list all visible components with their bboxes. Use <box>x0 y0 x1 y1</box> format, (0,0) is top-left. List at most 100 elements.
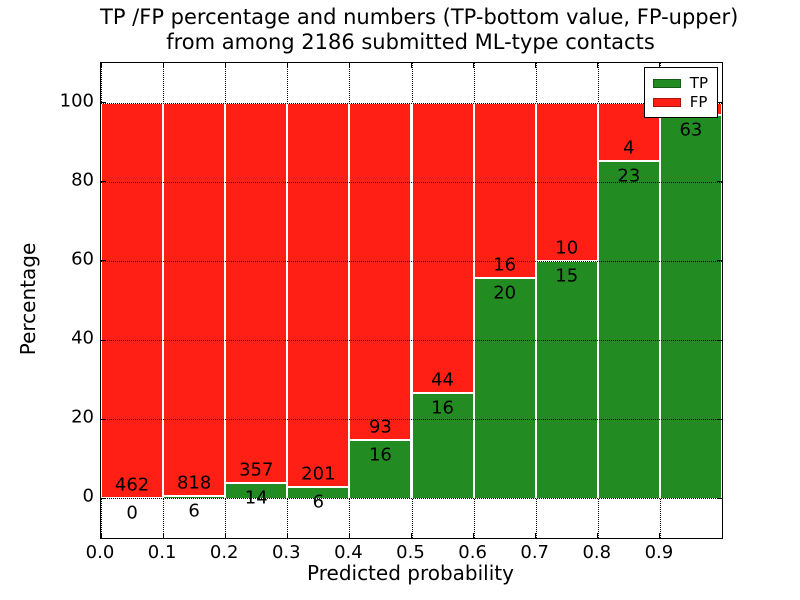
x-tick-label: 0.2 <box>209 542 239 563</box>
x-tick-label: 0.1 <box>147 542 177 563</box>
x-axis-tick <box>597 63 599 68</box>
y-axis-tick <box>101 181 106 183</box>
bar-segment-fp <box>163 102 226 496</box>
y-axis-label: Percentage <box>16 242 40 356</box>
x-axis-tick <box>473 63 475 68</box>
y-tick-label: 80 <box>71 169 94 191</box>
y-tick-label: 20 <box>71 406 94 428</box>
tp-count-label: 23 <box>617 165 641 187</box>
y-tick-label: 40 <box>71 327 94 349</box>
y-axis-tick <box>101 497 106 499</box>
tp-count-label: 16 <box>431 397 454 419</box>
x-axis-tick <box>286 533 288 538</box>
legend-entry: TP <box>652 74 708 92</box>
bar-segment-fp <box>349 102 412 441</box>
chart-title: TP /FP percentage and numbers (TP-bottom… <box>100 5 739 55</box>
x-tick-label: 0.4 <box>334 542 363 563</box>
horizontal-gridline <box>101 260 722 262</box>
x-axis-label: Predicted probability <box>307 561 514 585</box>
x-tick-label: 0.9 <box>644 542 674 563</box>
horizontal-gridline <box>101 419 722 421</box>
x-axis-tick <box>659 63 661 68</box>
y-axis-tick <box>101 260 106 262</box>
bar-segment-tp <box>411 392 474 499</box>
x-axis-tick <box>348 533 350 538</box>
plot-area: TP FP 462 0 818 6 357 14 201 6 93 16 44 16 16 20 10 15 4 2… <box>100 62 723 539</box>
x-axis-tick <box>162 533 164 538</box>
bar-segment-fp <box>535 102 598 261</box>
horizontal-gridline <box>101 498 722 500</box>
bar-segment-fp <box>225 102 288 484</box>
fp-count-label: 4 <box>623 137 635 159</box>
legend-label-tp: TP <box>689 74 708 92</box>
y-tick-label: 60 <box>71 248 94 270</box>
tp-count-label: 15 <box>555 265 579 287</box>
bar-segment-fp <box>287 102 350 487</box>
y-axis-tick <box>717 102 722 104</box>
y-tick-label: 0 <box>82 485 94 507</box>
tp-count-label: 6 <box>188 500 200 522</box>
x-axis-tick <box>535 533 537 538</box>
y-axis-tick <box>717 339 722 341</box>
legend-swatch-fp <box>652 97 681 107</box>
y-axis-tick <box>717 181 722 183</box>
bar-segment-tp <box>349 440 412 499</box>
tp-count-label: 14 <box>244 487 268 509</box>
bar-segment-fp <box>411 102 474 393</box>
chart-title-line1: TP /FP percentage and numbers (TP-bottom… <box>100 5 739 29</box>
horizontal-gridline <box>101 181 722 183</box>
x-axis-tick <box>162 63 164 68</box>
x-tick-label: 0.7 <box>520 542 550 563</box>
fp-count-label: 44 <box>431 369 454 391</box>
bar-segment-tp <box>473 278 536 499</box>
chart-title-line2: from among 2186 submitted ML-type contac… <box>166 30 655 54</box>
x-axis-tick <box>659 533 661 538</box>
y-axis-tick <box>101 418 106 420</box>
x-axis-tick <box>597 533 599 538</box>
x-axis-tick <box>286 63 288 68</box>
x-tick-label: 0.6 <box>458 542 487 563</box>
x-tick-label: 0.3 <box>271 542 301 563</box>
bar-segment-tp <box>163 495 226 499</box>
tp-count-label: 16 <box>368 444 392 466</box>
legend-swatch-tp <box>652 78 681 88</box>
x-axis-tick <box>348 63 350 68</box>
fp-count-label: 818 <box>176 472 212 494</box>
fp-count-label: 10 <box>555 237 579 259</box>
legend-label-fp: FP <box>689 93 708 111</box>
x-axis-tick <box>411 63 412 68</box>
x-tick-label: 0.8 <box>582 542 612 563</box>
y-axis-tick <box>717 418 722 420</box>
x-axis-tick <box>224 63 226 68</box>
fp-count-label: 357 <box>239 459 274 481</box>
tp-count-label: 20 <box>493 282 517 304</box>
bar-segment-fp <box>473 102 536 279</box>
x-axis-tick <box>100 63 102 68</box>
bar-segment-tp <box>597 161 660 499</box>
tp-count-label: 63 <box>679 119 703 141</box>
bar-segment-tp <box>287 486 350 499</box>
fp-count-label: 93 <box>368 416 392 438</box>
y-axis-tick <box>717 260 722 262</box>
x-axis-tick <box>224 533 226 538</box>
x-axis-tick <box>411 533 412 538</box>
bar-segment-tp <box>225 483 288 499</box>
x-axis-tick <box>100 533 102 538</box>
fp-count-label: 201 <box>301 463 336 485</box>
tp-count-label: 6 <box>312 491 325 513</box>
bar-segment-fp <box>101 102 164 499</box>
legend-entry: FP <box>652 93 708 111</box>
y-tick-label: 100 <box>59 90 94 112</box>
horizontal-gridline <box>101 102 722 104</box>
y-axis-tick <box>101 339 106 341</box>
y-axis-tick <box>717 497 722 499</box>
bar-segment-tp <box>535 260 598 499</box>
fp-count-label: 16 <box>493 254 517 276</box>
bar-segment-tp <box>659 114 722 499</box>
x-axis-tick <box>535 63 537 68</box>
x-tick-label: 0.0 <box>85 542 115 563</box>
y-axis-tick <box>101 102 106 104</box>
x-tick-label: 0.5 <box>396 542 425 563</box>
fp-count-label: 462 <box>114 474 150 496</box>
